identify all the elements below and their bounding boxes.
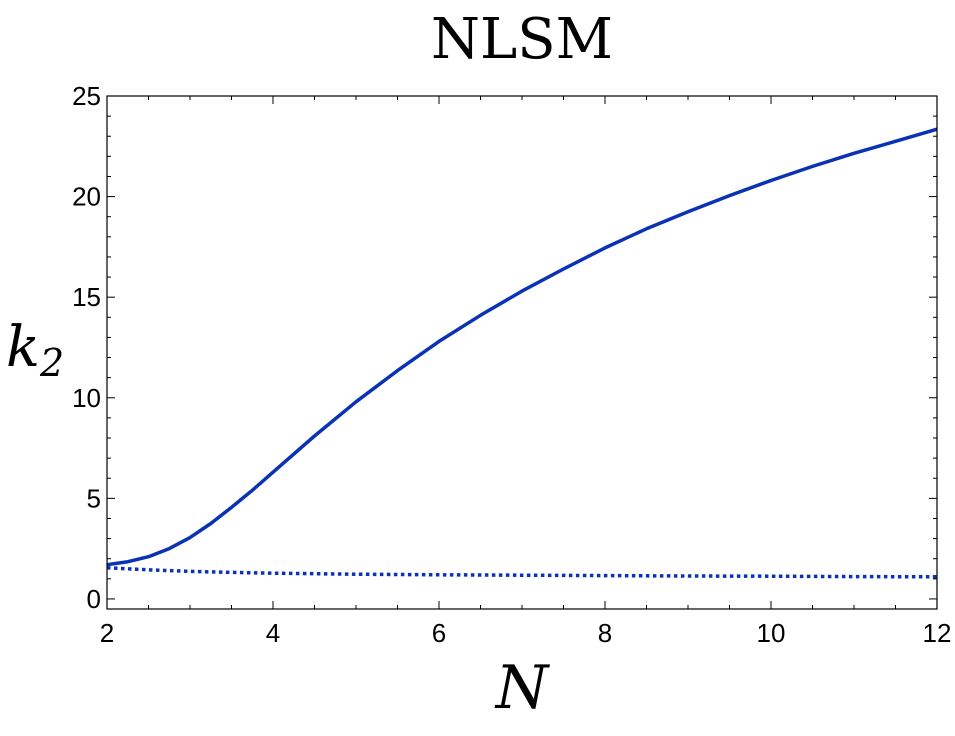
y-tick-label: 20 bbox=[72, 182, 101, 212]
chart-title: NLSM bbox=[431, 7, 613, 72]
x-tick-label: 6 bbox=[432, 618, 446, 648]
x-tick-label: 10 bbox=[757, 618, 786, 648]
y-tick-label: 5 bbox=[87, 483, 101, 513]
series-line-solid bbox=[106, 127, 938, 567]
x-tick-label: 12 bbox=[923, 618, 952, 648]
y-tick-label: 10 bbox=[72, 383, 101, 413]
y-axis-label-base: k bbox=[6, 315, 40, 380]
series-line-dotted bbox=[106, 566, 938, 579]
series-layer bbox=[106, 127, 938, 579]
x-tick-label: 2 bbox=[100, 618, 114, 648]
y-tick-label: 25 bbox=[72, 81, 101, 111]
x-tick-label: 8 bbox=[598, 618, 612, 648]
svg-text:k2: k2 bbox=[6, 315, 64, 385]
x-axis-label: N bbox=[494, 653, 551, 723]
y-tick-label: 0 bbox=[87, 584, 101, 614]
x-tick-label: 4 bbox=[266, 618, 280, 648]
y-axis-label-subscript: 2 bbox=[39, 341, 64, 385]
plot-frame bbox=[106, 95, 938, 610]
y-tick-label: 15 bbox=[72, 282, 101, 312]
y-axis-label: k2 bbox=[6, 315, 64, 385]
ticks-layer: 2 4 6 8 10 12 0 5 10 15 20 25 bbox=[72, 81, 951, 648]
